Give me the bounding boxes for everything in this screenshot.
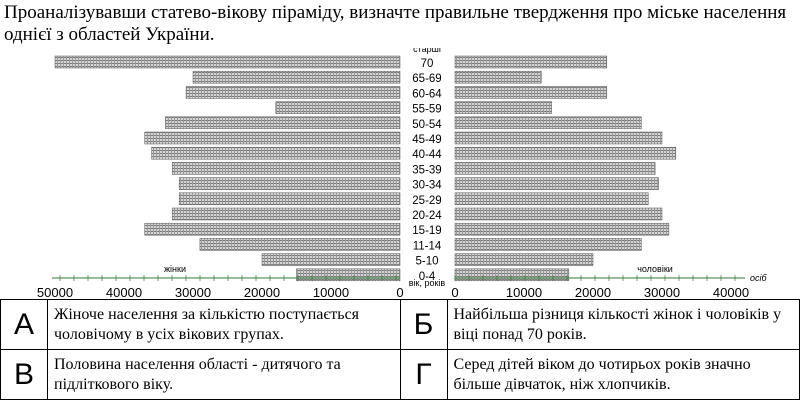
age-group-label: 55-59 <box>412 104 441 116</box>
option-d-text[interactable]: Серед дітей віком до чотирьох років знач… <box>446 349 800 400</box>
male-tick-label: 10000 <box>506 285 542 298</box>
female-tick-label: 0 <box>396 285 403 298</box>
male-bar <box>454 55 608 69</box>
age-label-top: старші <box>413 48 441 54</box>
female-tick-label: 50000 <box>37 285 73 298</box>
male-bar <box>454 253 594 266</box>
age-group-label: 0-4 <box>419 271 436 283</box>
age-group-label: 45-49 <box>412 134 441 146</box>
age-group-label: 50-54 <box>412 119 442 131</box>
male-bar <box>454 70 542 84</box>
age-group-label: 70 <box>421 58 434 70</box>
female-bar <box>144 131 401 145</box>
male-tick-label: 40000 <box>713 285 749 298</box>
population-pyramid-chart: 70 65-69 60-64 55-59 50-54 45-49 40-44 35-39 30-… <box>37 48 768 298</box>
female-bar <box>144 222 401 236</box>
age-group-label: 25-29 <box>412 195 441 207</box>
age-group-label: 11-14 <box>413 240 442 252</box>
male-bar <box>454 116 642 130</box>
male-bar <box>454 192 649 206</box>
female-label: жінки <box>164 264 186 274</box>
age-group-label: 5-10 <box>415 256 438 268</box>
age-group-label: 15-19 <box>412 225 441 237</box>
option-b-letter[interactable]: Б <box>399 299 448 350</box>
option-a-letter[interactable]: А <box>0 299 48 350</box>
option-d-letter[interactable]: Г <box>399 349 448 400</box>
female-bar <box>192 70 401 84</box>
female-tick-label: 10000 <box>313 285 349 298</box>
male-tick-label: 20000 <box>575 285 611 298</box>
male-bar <box>454 101 552 114</box>
option-b-text[interactable]: Найбільша різниця кількості жінок і чоло… <box>446 299 800 350</box>
age-group-label: 30-34 <box>412 180 442 192</box>
female-tick-label: 40000 <box>106 285 142 298</box>
male-tick-label: 30000 <box>644 285 680 298</box>
age-group-label: 40-44 <box>412 149 442 161</box>
female-bar <box>199 238 401 251</box>
male-bar <box>454 146 677 160</box>
male-bar <box>454 177 659 190</box>
female-bar <box>178 177 401 190</box>
male-bar <box>454 162 656 175</box>
female-tick-label: 30000 <box>175 285 211 298</box>
age-axis-label: вік, років <box>409 278 446 288</box>
female-bar <box>172 207 401 221</box>
female-bar <box>165 116 401 130</box>
female-tick-label: 20000 <box>244 285 280 298</box>
question-text: Проаналізувавши статево-вікову піраміду,… <box>4 2 787 45</box>
male-bar <box>454 268 570 282</box>
female-bar <box>275 101 401 114</box>
unit-label: осіб <box>750 273 768 283</box>
female-bar <box>54 55 401 69</box>
male-bar <box>454 238 642 251</box>
female-bar <box>178 192 401 206</box>
female-bar <box>151 146 401 160</box>
answer-options: А Жіноче населення за кількістю поступає… <box>0 299 800 400</box>
option-c-text[interactable]: Половина населення області - дитячого та… <box>47 349 401 400</box>
age-group-label: 65-69 <box>412 73 441 85</box>
female-bar <box>172 162 401 175</box>
age-group-label: 35-39 <box>412 164 441 176</box>
male-bar <box>454 222 670 236</box>
option-c-letter[interactable]: В <box>0 349 48 400</box>
option-a-text[interactable]: Жіноче населення за кількістю поступаєть… <box>47 299 401 350</box>
male-bar <box>454 131 663 145</box>
male-tick-label: 0 <box>451 285 458 298</box>
male-bar <box>454 207 663 221</box>
male-bar <box>454 86 608 99</box>
female-bar <box>185 86 401 99</box>
age-group-label: 20-24 <box>412 210 442 222</box>
female-bar <box>261 253 401 266</box>
age-group-label: 60-64 <box>412 88 442 100</box>
male-label: чоловіки <box>637 264 673 274</box>
